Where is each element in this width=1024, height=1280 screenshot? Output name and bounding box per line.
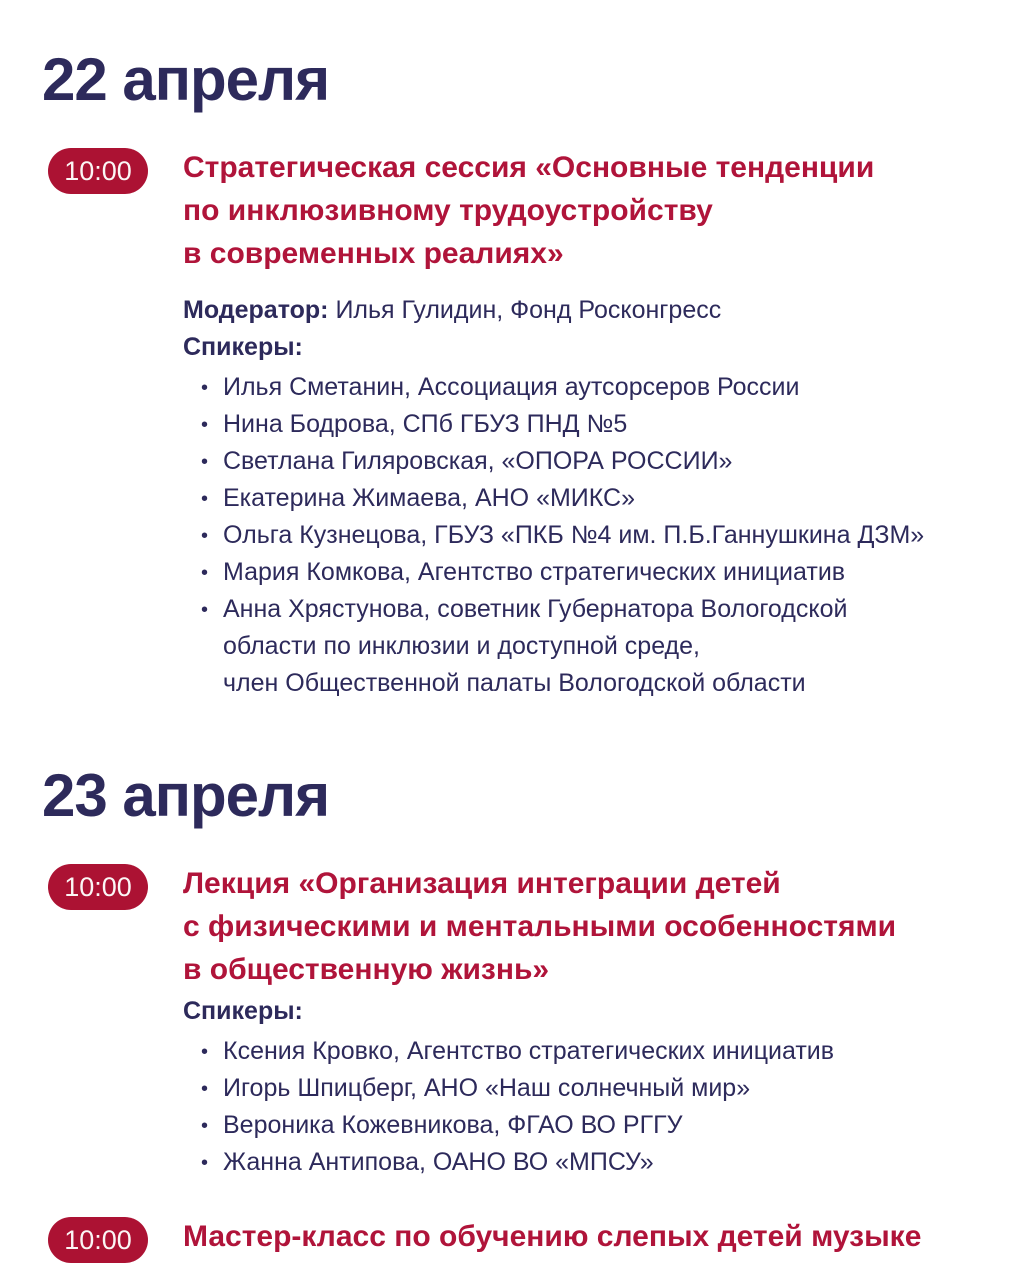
speaker-item: Анна Хрястунова, советник Губернатора Во… bbox=[201, 591, 994, 702]
speaker-item: Жанна Антипова, ОАНО ВО «МПСУ» bbox=[201, 1144, 994, 1182]
event-body: Лекция «Организация интеграции детей с ф… bbox=[183, 862, 994, 1182]
event-title: Лекция «Организация интеграции детей с ф… bbox=[183, 867, 897, 986]
speaker-item: Ольга Кузнецова, ГБУЗ «ПКБ №4 им. П.Б.Га… bbox=[201, 517, 994, 555]
speaker-item: Мария Комкова, Агентство стратегических … bbox=[201, 554, 994, 592]
event-strategic-session: 10:00 Стратегическая сессия «Основные те… bbox=[42, 146, 994, 702]
speaker-item: Нина Бодрова, СПб ГБУЗ ПНД №5 bbox=[201, 406, 994, 444]
speaker-item: Илья Сметанин, Ассоциация аутсорсеров Ро… bbox=[201, 369, 994, 407]
event-lecture: 10:00 Лекция «Организация интеграции дет… bbox=[42, 862, 994, 1182]
speaker-item: Екатерина Жимаева, АНО «МИКС» bbox=[201, 480, 994, 518]
speakers-list: Ксения Кровко, Агентство стратегических … bbox=[183, 1033, 994, 1182]
event-body: Мастер-класс по обучению слепых детей му… bbox=[183, 1215, 994, 1258]
speaker-item: Светлана Гиляровская, «ОПОРА РОССИИ» bbox=[201, 443, 994, 481]
event-masterclass: 10:00 Мастер-класс по обучению слепых де… bbox=[42, 1215, 994, 1263]
time-badge: 10:00 bbox=[48, 1217, 148, 1263]
event-body: Стратегическая сессия «Основные тенденци… bbox=[183, 146, 994, 702]
speakers-list: Илья Сметанин, Ассоциация аутсорсеров Ро… bbox=[183, 369, 994, 702]
date-heading-april-23: 23 апреля bbox=[42, 762, 330, 829]
speakers-label: Спикеры: bbox=[183, 333, 303, 361]
speaker-item: Вероника Кожевникова, ФГАО ВО РГГУ bbox=[201, 1107, 994, 1145]
speaker-item: Игорь Шпицберг, АНО «Наш солнечный мир» bbox=[201, 1070, 994, 1108]
moderator-name: Илья Гулидин, Фонд Росконгресс bbox=[335, 296, 722, 324]
time-column: 10:00 bbox=[42, 146, 183, 194]
time-badge: 10:00 bbox=[48, 148, 148, 194]
moderator-line: Модератор: Илья Гулидин, Фонд Росконгрес… bbox=[183, 292, 994, 328]
date-heading-april-22: 22 апреля bbox=[42, 46, 330, 113]
time-column: 10:00 bbox=[42, 1215, 183, 1263]
event-title: Мастер-класс по обучению слепых детей му… bbox=[183, 1220, 922, 1253]
event-title: Стратегическая сессия «Основные тенденци… bbox=[183, 151, 875, 270]
moderator-label: Модератор: bbox=[183, 296, 329, 324]
time-badge: 10:00 bbox=[48, 864, 148, 910]
time-column: 10:00 bbox=[42, 862, 183, 910]
speaker-item: Ксения Кровко, Агентство стратегических … bbox=[201, 1033, 994, 1071]
speakers-label: Спикеры: bbox=[183, 997, 303, 1025]
